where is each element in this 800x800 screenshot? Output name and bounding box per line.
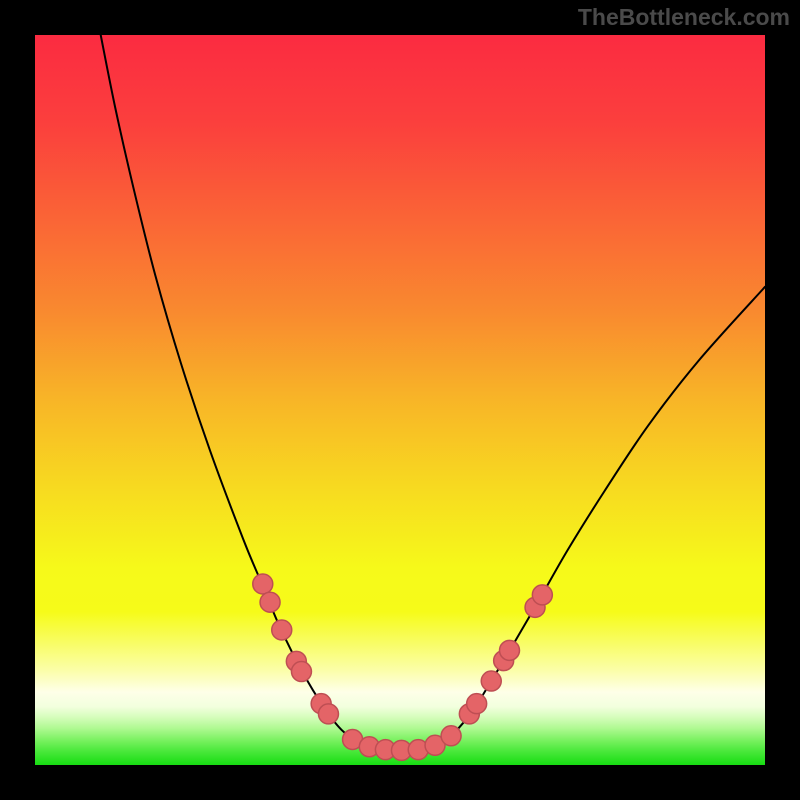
data-marker — [291, 662, 311, 682]
chart-container: TheBottleneck.com — [0, 0, 800, 800]
plot-background — [35, 35, 765, 765]
watermark-text: TheBottleneck.com — [578, 4, 790, 31]
data-marker — [318, 704, 338, 724]
data-marker — [500, 640, 520, 660]
data-marker — [272, 620, 292, 640]
data-marker — [481, 671, 501, 691]
data-marker — [532, 585, 552, 605]
data-marker — [467, 694, 487, 714]
data-marker — [441, 726, 461, 746]
data-marker — [260, 592, 280, 612]
data-marker — [253, 574, 273, 594]
plot-svg — [0, 0, 800, 800]
